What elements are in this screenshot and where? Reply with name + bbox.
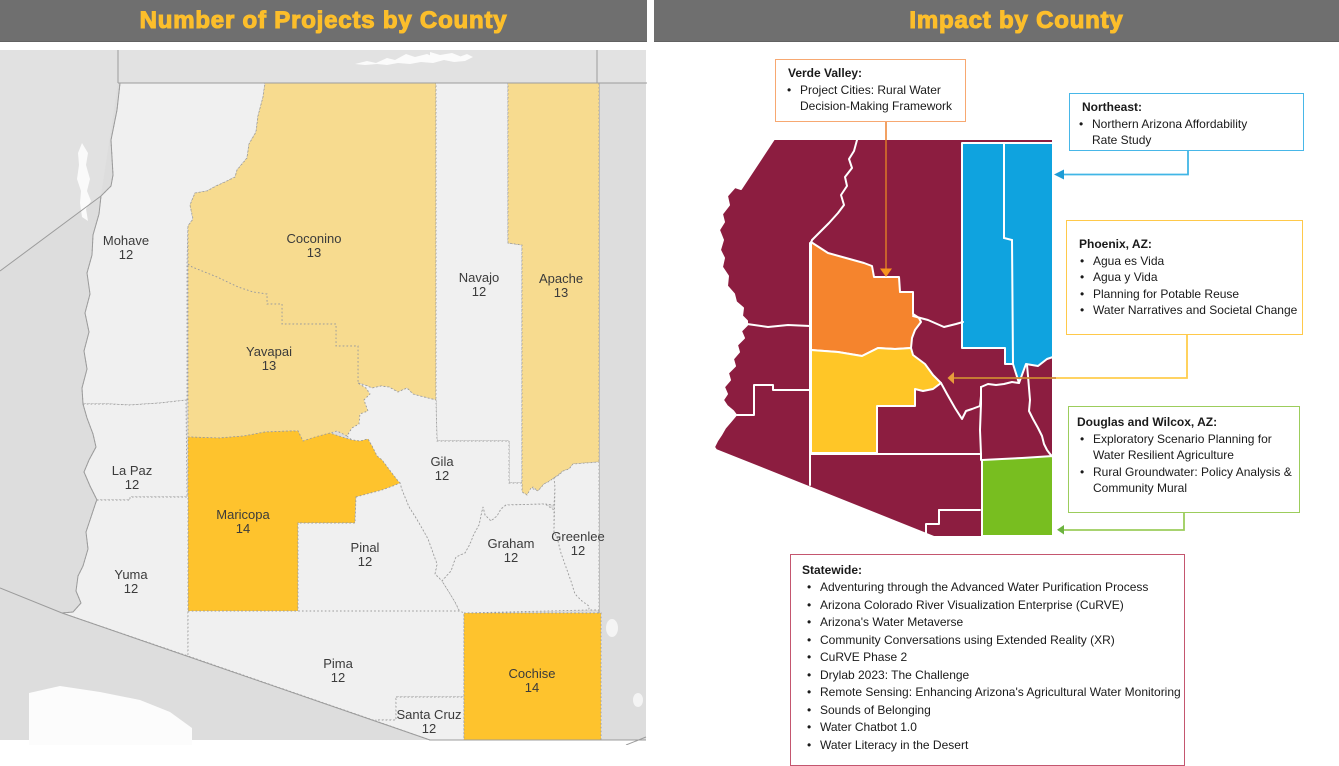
svg-text:12: 12 (358, 554, 372, 569)
svg-text:12: 12 (435, 468, 449, 483)
svg-text:12: 12 (571, 543, 585, 558)
svg-text:La Paz: La Paz (112, 463, 152, 478)
svg-text:Santa Cruz: Santa Cruz (396, 707, 461, 722)
svg-text:14: 14 (236, 521, 250, 536)
svg-text:Mohave: Mohave (103, 233, 149, 248)
svg-text:Yavapai: Yavapai (246, 344, 292, 359)
svg-text:12: 12 (472, 284, 486, 299)
svg-text:13: 13 (307, 245, 321, 260)
svg-text:12: 12 (504, 550, 518, 565)
svg-text:Graham: Graham (488, 536, 535, 551)
svg-text:Maricopa: Maricopa (216, 507, 270, 522)
svg-text:12: 12 (422, 721, 436, 736)
svg-text:Gila: Gila (430, 454, 454, 469)
svg-text:Pinal: Pinal (351, 540, 380, 555)
svg-text:Yuma: Yuma (114, 567, 148, 582)
svg-text:12: 12 (119, 247, 133, 262)
svg-text:Coconino: Coconino (287, 231, 342, 246)
svg-text:Cochise: Cochise (509, 666, 556, 681)
svg-text:12: 12 (125, 477, 139, 492)
svg-text:Pima: Pima (323, 656, 353, 671)
svg-text:13: 13 (554, 285, 568, 300)
svg-text:12: 12 (331, 670, 345, 685)
svg-text:14: 14 (525, 680, 539, 695)
svg-text:12: 12 (124, 581, 138, 596)
svg-text:Greenlee: Greenlee (551, 529, 604, 544)
svg-text:Apache: Apache (539, 271, 583, 286)
svg-text:13: 13 (262, 358, 276, 373)
svg-text:Navajo: Navajo (459, 270, 499, 285)
